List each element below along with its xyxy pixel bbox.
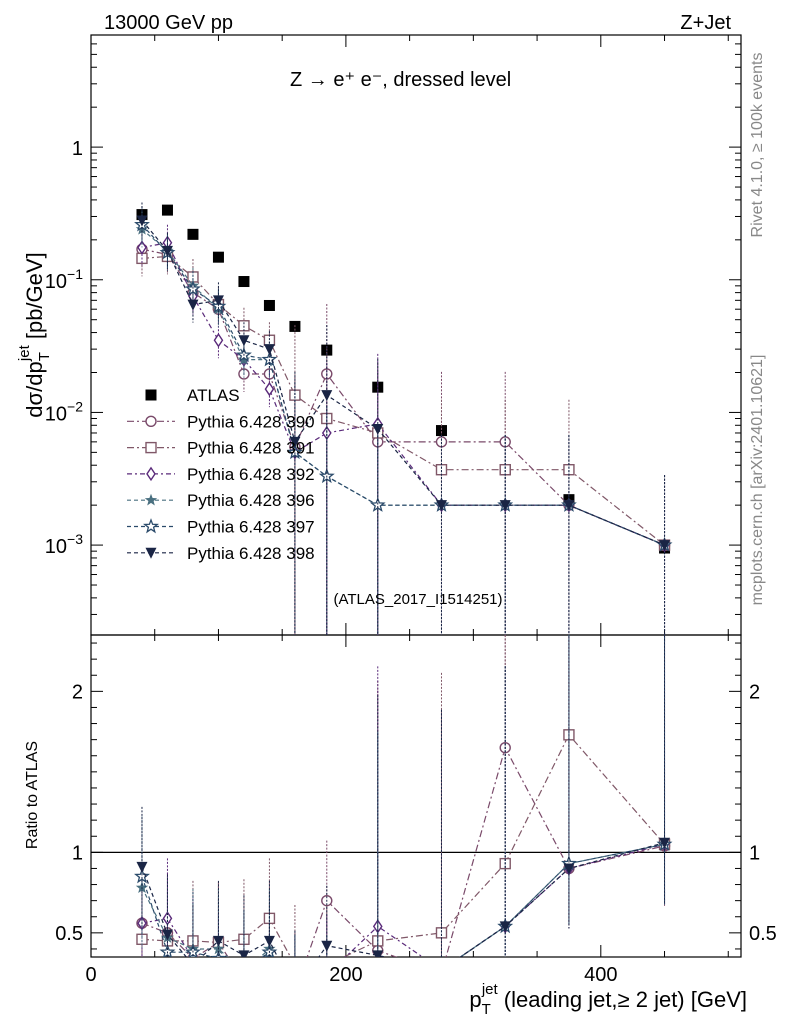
- svg-text:dσ/dpTjet [pb/GeV]: dσ/dpTjet [pb/GeV]: [16, 252, 53, 417]
- header-right: Z+Jet: [680, 12, 731, 34]
- process-label: Z → e⁺ e⁻, dressed level: [290, 69, 511, 91]
- data-point: [499, 464, 511, 476]
- ratio-tick-label-right: 2: [749, 681, 760, 703]
- ratio-data-point: [659, 837, 671, 849]
- legend-item: Pythia 6.428 391: [127, 439, 315, 458]
- ratio-data-point: [161, 929, 173, 941]
- data-point: [289, 389, 301, 401]
- data-point: [161, 245, 173, 257]
- legend-marker: [145, 441, 157, 454]
- data-point: [238, 276, 250, 288]
- ratio-tick-label-right: 1: [749, 842, 760, 864]
- legend-marker: [145, 415, 157, 427]
- ratio-tick-label: 0.5: [55, 923, 83, 945]
- legend-marker: [146, 466, 156, 482]
- data-point: [435, 464, 448, 476]
- legend-item: Pythia 6.428 398: [127, 544, 315, 563]
- ratio-panel-frame: [90, 634, 742, 958]
- data-point: [286, 444, 303, 460]
- mcplots-side-label: mcplots.cern.ch [arXiv:2401.10621]: [749, 355, 766, 606]
- legend-label: Pythia 6.428 391: [187, 439, 315, 458]
- x-tick-label: 0: [85, 964, 96, 986]
- ratio-y-axis-title: Ratio to ATLAS: [24, 741, 41, 849]
- ratio-series-pythia-6.428-398: [136, 635, 671, 957]
- data-point: [261, 351, 278, 367]
- ratio-data-point: [263, 935, 275, 947]
- data-point: [263, 334, 276, 346]
- legend-marker: [143, 518, 159, 534]
- data-point: [563, 464, 575, 476]
- data-point: [659, 540, 671, 552]
- legend-label: Pythia 6.428 392: [187, 465, 315, 484]
- data-point: [136, 215, 148, 227]
- x-tick-label: 400: [584, 964, 617, 986]
- y-tick-label: 10−3: [45, 531, 83, 558]
- data-point: [372, 424, 384, 436]
- legend-label: Pythia 6.428 398: [187, 544, 315, 563]
- y-axis-title: dσ/dpTjet [pb/GeV]: [16, 252, 53, 417]
- ratio-data-point: [435, 927, 448, 939]
- ratio-data-point: [563, 863, 575, 875]
- data-point: [321, 390, 333, 402]
- y-tick-label: 10−2: [45, 398, 83, 425]
- ratio-series-group: [134, 635, 673, 957]
- data-point: [435, 500, 447, 512]
- legend-item: Pythia 6.428 390: [127, 412, 315, 431]
- data-point: [263, 344, 275, 356]
- legend-item: Pythia 6.428 397: [127, 518, 315, 537]
- data-point: [187, 299, 199, 311]
- ratio-data-point: [321, 940, 333, 952]
- data-point: [289, 436, 301, 448]
- ratio-data-point: [372, 950, 384, 957]
- x-axis-title: pTjet (leading jet,≥ 2 jet) [GeV]: [469, 981, 747, 1018]
- legend-marker: [145, 389, 157, 401]
- data-point: [212, 251, 224, 263]
- y-tick-label: 10−1: [45, 266, 83, 293]
- data-point: [238, 335, 250, 347]
- legend-label: Pythia 6.428 390: [187, 412, 315, 431]
- ratio-tick-label: 2: [72, 681, 83, 703]
- data-point: [264, 381, 275, 397]
- legend-label: Pythia 6.428 397: [187, 518, 315, 537]
- data-point: [137, 240, 147, 255]
- data-point: [213, 332, 224, 348]
- legend-item: ATLAS: [145, 386, 240, 405]
- data-point: [563, 500, 575, 512]
- ratio-data-point: [212, 935, 224, 947]
- legend-marker: [144, 493, 158, 506]
- header-left: 13000 GeV pp: [104, 12, 233, 34]
- ratio-data-point: [134, 868, 150, 884]
- ratio-tick-label-right: 0.5: [749, 923, 777, 945]
- legend-label: Pythia 6.428 396: [187, 491, 315, 510]
- ratio-data-point: [159, 943, 176, 957]
- legend-marker: [145, 547, 157, 559]
- analysis-id: (ATLAS_2017_I1514251): [333, 591, 502, 608]
- legend-item: Pythia 6.428 396: [127, 491, 315, 510]
- rivet-side-label: Rivet 4.1.0, ≥ 100k events: [749, 53, 766, 238]
- x-tick-label: 200: [329, 964, 362, 986]
- legend-item: Pythia 6.428 392: [127, 465, 315, 484]
- ratio-data-point: [136, 861, 148, 873]
- data-point: [161, 204, 173, 216]
- y-tick-label: 1: [72, 138, 83, 160]
- svg-text:pTjet (leading jet,≥ 2 jet) [G: pTjet (leading jet,≥ 2 jet) [GeV]: [469, 981, 747, 1018]
- ratio-data-point: [499, 921, 511, 933]
- ratio-tick-label: 1: [72, 842, 83, 864]
- data-point: [435, 425, 447, 437]
- ratio-data-point: [238, 950, 250, 957]
- legend-label: ATLAS: [187, 386, 240, 405]
- data-point: [499, 500, 511, 512]
- data-point: [263, 299, 275, 311]
- data-point: [212, 295, 224, 307]
- data-point: [187, 228, 199, 240]
- series-pythia-6.428-398: [136, 202, 671, 635]
